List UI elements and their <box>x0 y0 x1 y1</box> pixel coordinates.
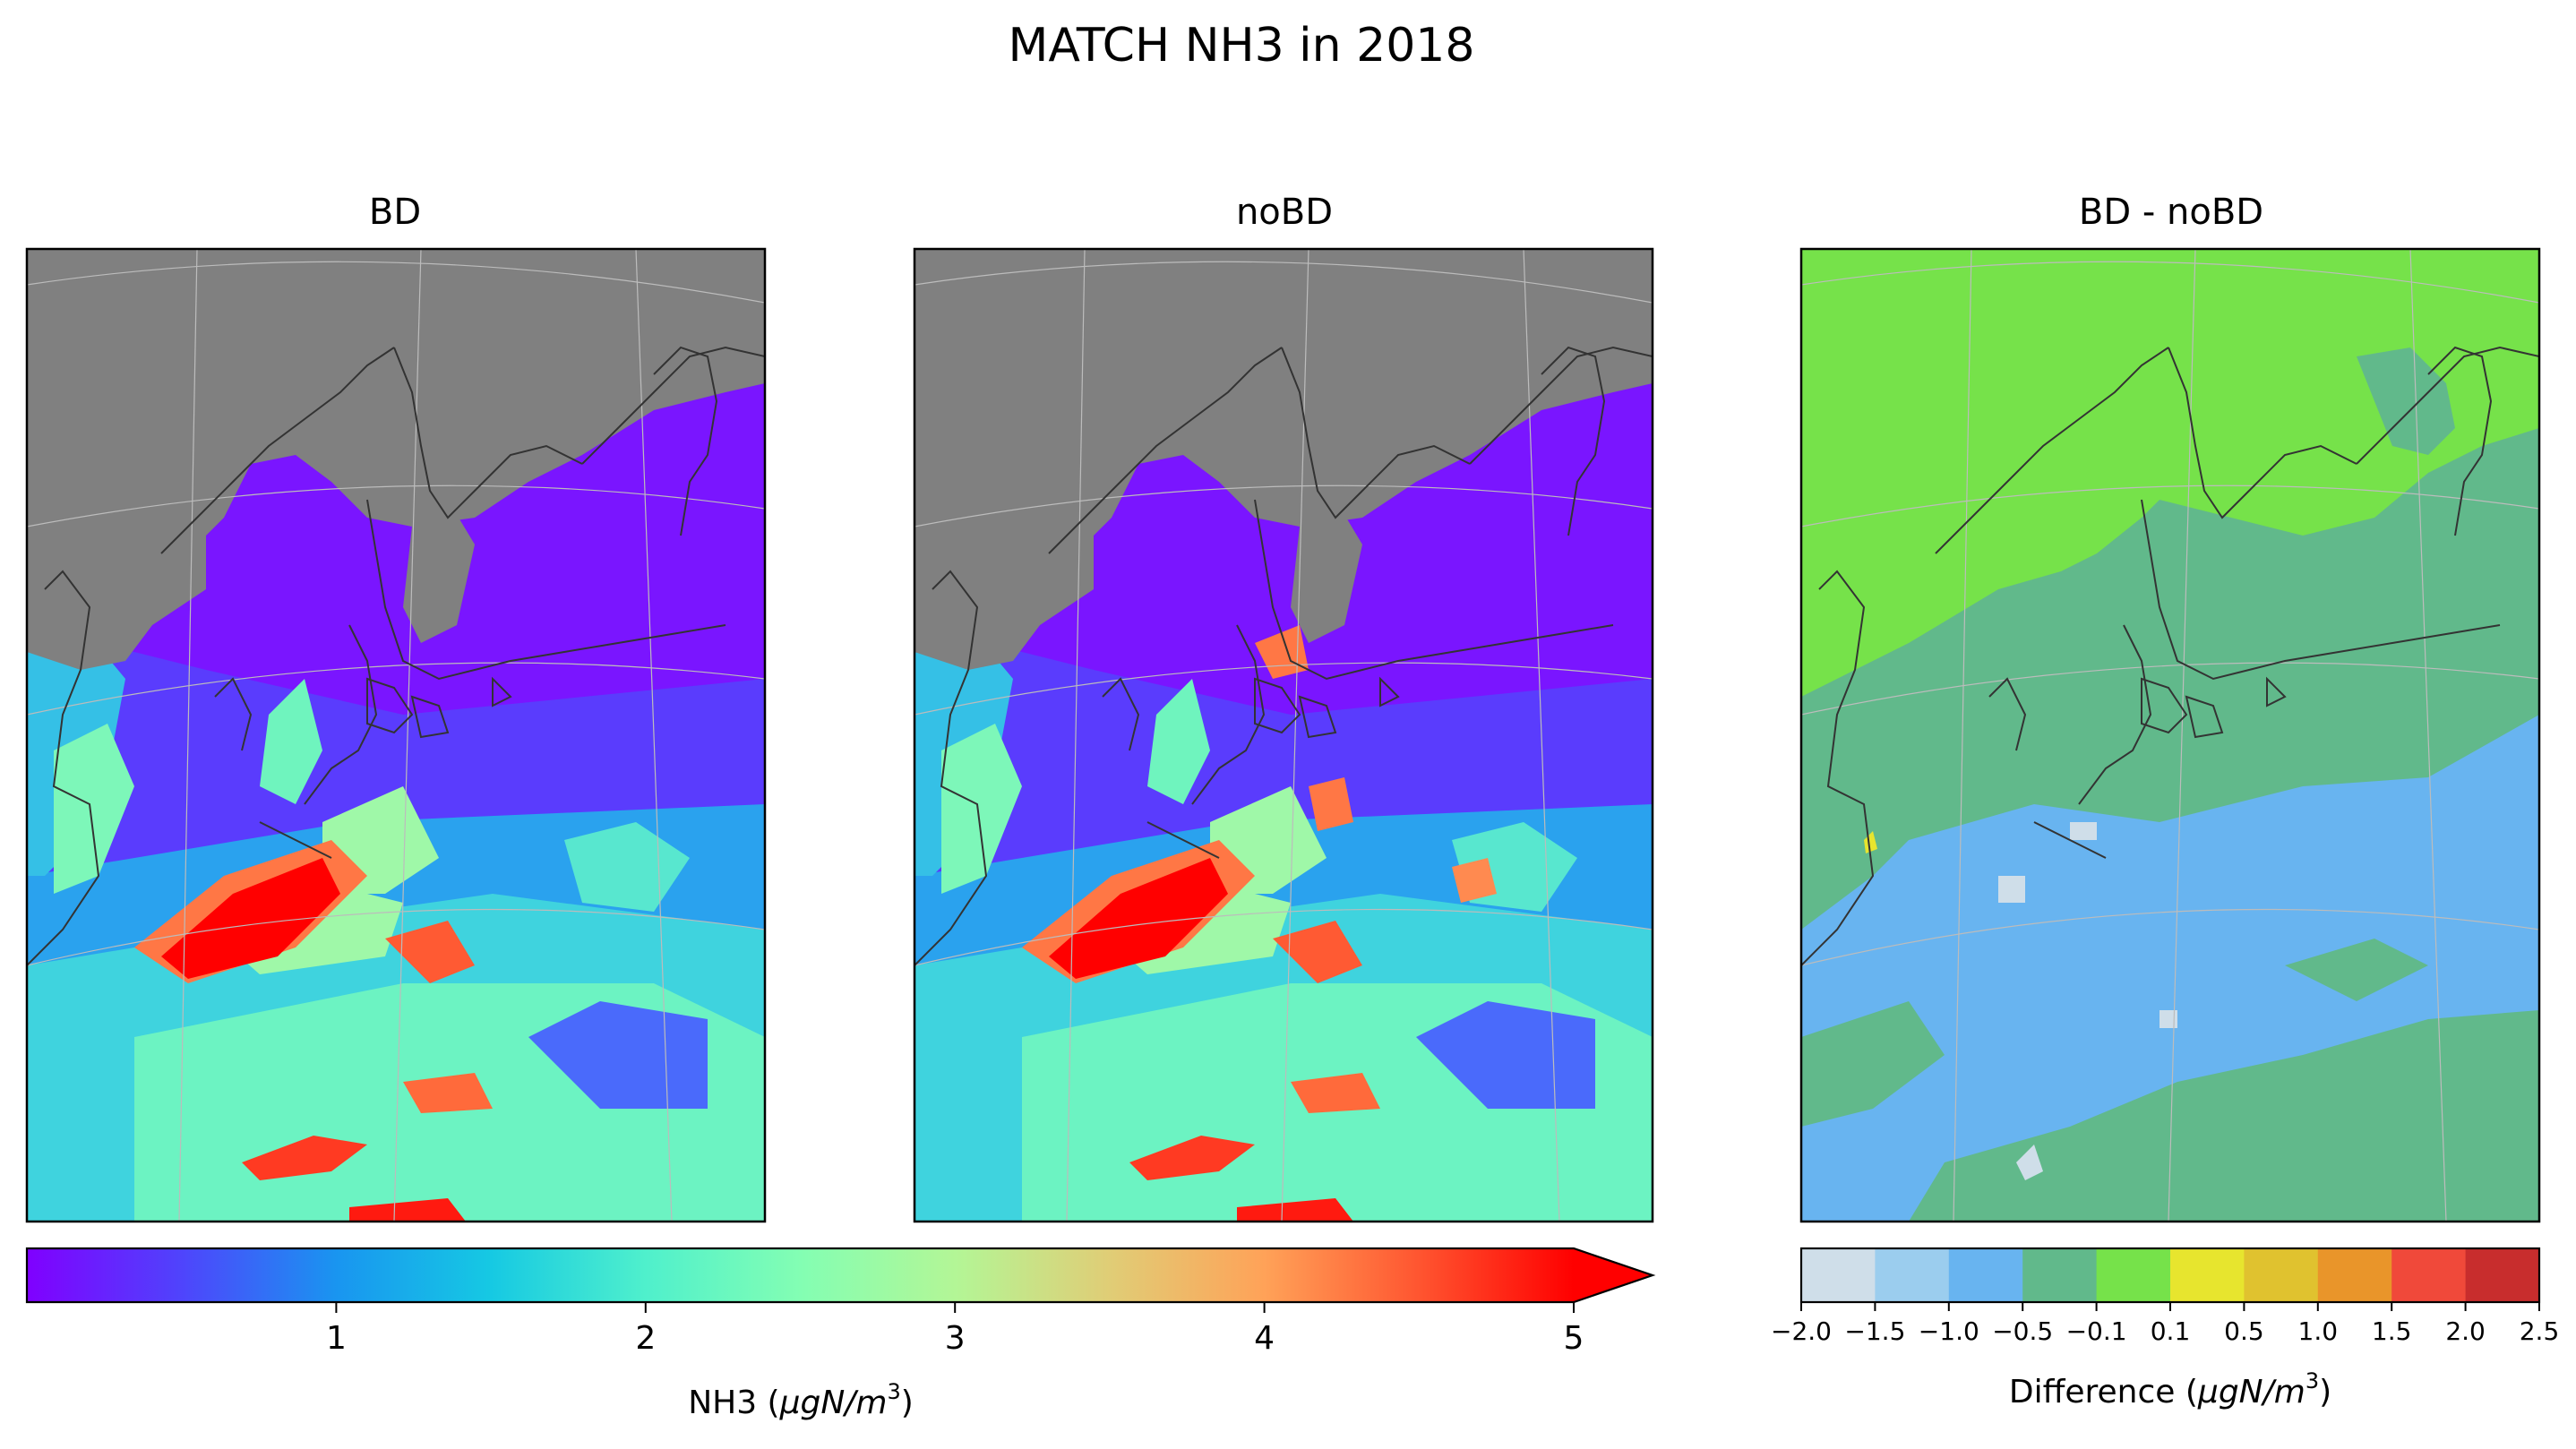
colorbar-diff-tick-label: 0.1 <box>2151 1316 2191 1346</box>
colorbar-main-tick-label: 3 <box>945 1320 966 1357</box>
colorbar-main-tick-label: 2 <box>635 1320 656 1357</box>
panel-title-bd: BD <box>369 192 421 233</box>
colorbar-diff-tick-label: −1.5 <box>1844 1316 1905 1346</box>
colorbar-diff-bin <box>2022 1248 2098 1302</box>
colorbar-diff-tick-label: 2.5 <box>2520 1316 2560 1346</box>
colorbar-diff: −2.0 −1.5 −1.0 −0.5 −0.1 0.1 0.5 1.0 1.5 2.0 2.5 D… <box>1771 1247 2560 1410</box>
colorbar-diff-tick-label: −0.5 <box>1992 1316 2053 1346</box>
colorbar-diff-tick-label: 2.0 <box>2445 1316 2486 1346</box>
colorbar-diff-tick-label: −1.0 <box>1919 1316 1979 1346</box>
colorbar-diff-tick-label: −2.0 <box>1771 1316 1832 1346</box>
colorbar-main-tick-label: 5 <box>1564 1320 1584 1357</box>
panel-title-diff: BD - noBD <box>2079 192 2263 233</box>
colorbar-diff-bin <box>1948 1248 2023 1302</box>
colorbar-diff-bin <box>2391 1248 2467 1302</box>
panel-title-nobd: noBD <box>1236 192 1333 233</box>
colorbar-diff-bin <box>1875 1248 1950 1302</box>
colorbar-diff-bin <box>2317 1248 2392 1302</box>
colorbar-diff-label: Difference (μgN/m3) <box>2009 1368 2331 1410</box>
colorbar-diff-bin <box>2170 1248 2245 1302</box>
colorbar-main-tick-label: 1 <box>326 1320 347 1357</box>
colorbar-main-tick-label: 4 <box>1254 1320 1275 1357</box>
colorbar-diff-bin <box>1801 1248 1876 1302</box>
colorbar-diff-bin <box>2465 1248 2540 1302</box>
map-panel-bd <box>25 247 767 1223</box>
colorbar-diff-bin <box>2244 1248 2319 1302</box>
figure-title: MATCH NH3 in 2018 <box>1009 19 1475 73</box>
map-panel-nobd <box>913 247 1654 1223</box>
colorbar-diff-tick-label: 0.5 <box>2224 1316 2264 1346</box>
map-panel-diff <box>1799 247 2541 1223</box>
colorbar-diff-tick-label: 1.5 <box>2372 1316 2412 1346</box>
colorbar-diff-tick-label: −0.1 <box>2066 1316 2127 1346</box>
colorbar-main: 1 2 3 4 5 NH3 (μgN/m3) <box>25 1247 1656 1421</box>
colorbar-diff-tick-label: 1.0 <box>2298 1316 2339 1346</box>
colorbar-diff-bin <box>2096 1248 2171 1302</box>
colorbar-main-label: NH3 (μgN/m3) <box>688 1379 914 1421</box>
